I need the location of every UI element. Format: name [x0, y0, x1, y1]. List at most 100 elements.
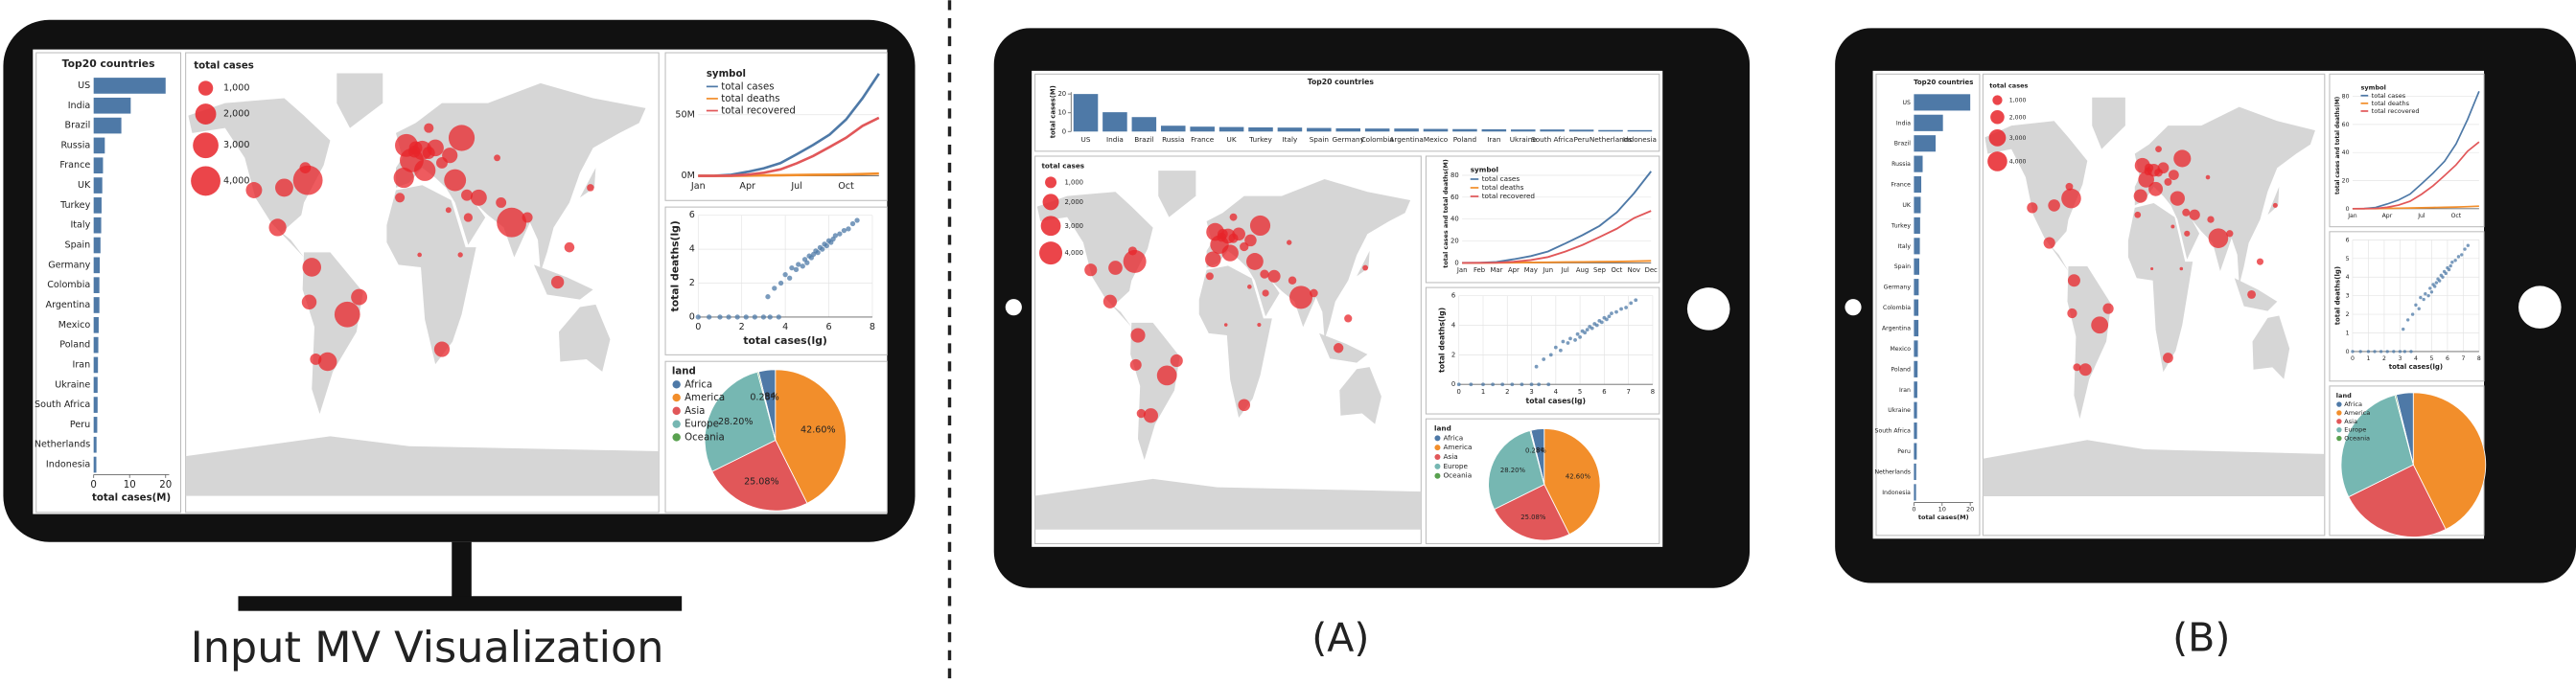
y-tick-label: France — [1891, 182, 1911, 189]
legend-label: Asia — [2344, 418, 2357, 425]
x-tick-label: Peru — [1574, 135, 1590, 144]
legend-label: Europe — [2344, 426, 2366, 434]
point — [1537, 382, 1542, 387]
bar — [1914, 258, 1919, 275]
y-axis-label: total deaths(lg) — [668, 220, 681, 311]
legend-label: 4,000 — [2009, 158, 2027, 165]
x-tick-label: Dec — [1645, 266, 1658, 274]
point — [1520, 382, 1524, 387]
y-tick-label: 4 — [689, 244, 695, 255]
x-tick-label: 2 — [1505, 388, 1509, 396]
x-tick-label: 8 — [870, 322, 875, 332]
legend-title: land — [672, 366, 696, 377]
bubble — [433, 341, 451, 357]
legend-title: symbol — [707, 69, 746, 80]
legend-size — [1040, 216, 1061, 237]
bubble — [2148, 181, 2164, 196]
point — [2366, 350, 2371, 354]
point — [787, 275, 793, 281]
point — [841, 227, 847, 234]
pie-slice — [1494, 484, 1570, 541]
y-tick-label: 5 — [2346, 256, 2350, 263]
bar — [93, 237, 101, 254]
x-tick-label: 7 — [1626, 388, 1630, 396]
point — [2402, 350, 2407, 354]
view-frame — [664, 52, 888, 201]
point — [2422, 297, 2425, 302]
legend-label: America — [685, 393, 725, 403]
bubble — [1262, 289, 1269, 297]
view-frame — [1425, 286, 1660, 415]
point — [752, 314, 757, 320]
legend-title: symbol — [2361, 83, 2386, 91]
bubble — [299, 162, 312, 174]
pie-label: 42.60% — [1566, 472, 1591, 480]
bubble — [301, 294, 317, 309]
point — [2417, 307, 2421, 310]
point — [2398, 350, 2402, 354]
point — [2351, 350, 2355, 354]
y-tick-label: 20 — [1057, 90, 1066, 98]
bar — [93, 217, 102, 234]
y-axis-label: total cases(M) — [1049, 85, 1056, 138]
bubble — [2065, 182, 2074, 191]
bubble — [1344, 314, 1353, 323]
bubble — [2043, 237, 2055, 249]
bar — [1914, 443, 1917, 460]
y-tick-label: 80 — [2342, 94, 2350, 101]
x-tick-label: 4 — [782, 322, 788, 332]
legend-size — [1987, 151, 2007, 171]
point — [824, 242, 829, 249]
x-tick-label: Oct — [838, 181, 854, 192]
y-tick-label: 40 — [2342, 149, 2350, 156]
bar — [1914, 463, 1916, 481]
legend-label: 4,000 — [223, 175, 249, 186]
legend-label: Africa — [685, 379, 712, 390]
bar — [1914, 238, 1920, 255]
point — [2450, 261, 2454, 264]
x-tick-label: Russia — [1162, 135, 1184, 144]
bar — [1914, 340, 1918, 357]
point — [2426, 293, 2430, 298]
home-button — [1686, 287, 1730, 331]
pie-label: 0.28% — [750, 393, 778, 403]
bubble — [1217, 232, 1227, 242]
y-tick-label: India — [68, 101, 91, 111]
bubble — [2067, 274, 2080, 287]
legend-label: 2,000 — [2009, 114, 2027, 121]
x-tick-label: Jun — [1542, 266, 1553, 274]
point — [2402, 327, 2405, 331]
x-tick-label: Poland — [1453, 135, 1476, 144]
y-tick-label: Peru — [1897, 448, 1911, 455]
point — [854, 217, 860, 223]
view-frame — [664, 206, 888, 355]
bubble — [497, 207, 527, 238]
bubble — [407, 146, 421, 158]
point — [1553, 345, 1558, 350]
bubble — [522, 212, 533, 223]
line — [1462, 210, 1652, 264]
bar — [93, 137, 105, 154]
y-tick-label: Argentina — [46, 300, 91, 310]
x-tick-label: 5 — [1578, 388, 1582, 396]
bubble — [2170, 224, 2175, 229]
point — [2448, 263, 2452, 268]
bar — [1160, 126, 1186, 132]
y-tick-label: US — [78, 80, 90, 91]
point — [1566, 341, 1570, 345]
point — [2429, 290, 2434, 294]
legend-label: 2,000 — [1064, 198, 1083, 206]
legend-size — [1042, 194, 1059, 211]
bubble — [1127, 246, 1137, 256]
bubble — [2226, 230, 2234, 238]
y-tick-label: 50M — [675, 109, 694, 120]
point — [1558, 348, 1563, 353]
y-tick-label: 2 — [2346, 311, 2350, 318]
y-axis-label: total cases and total deaths(M) — [2335, 96, 2341, 194]
x-tick-label: Italy — [1283, 135, 1298, 144]
bar — [93, 277, 100, 293]
pie-slice — [2340, 394, 2414, 498]
bubble — [310, 353, 322, 365]
legend-label: Africa — [1443, 433, 1463, 442]
bar — [1914, 360, 1918, 377]
